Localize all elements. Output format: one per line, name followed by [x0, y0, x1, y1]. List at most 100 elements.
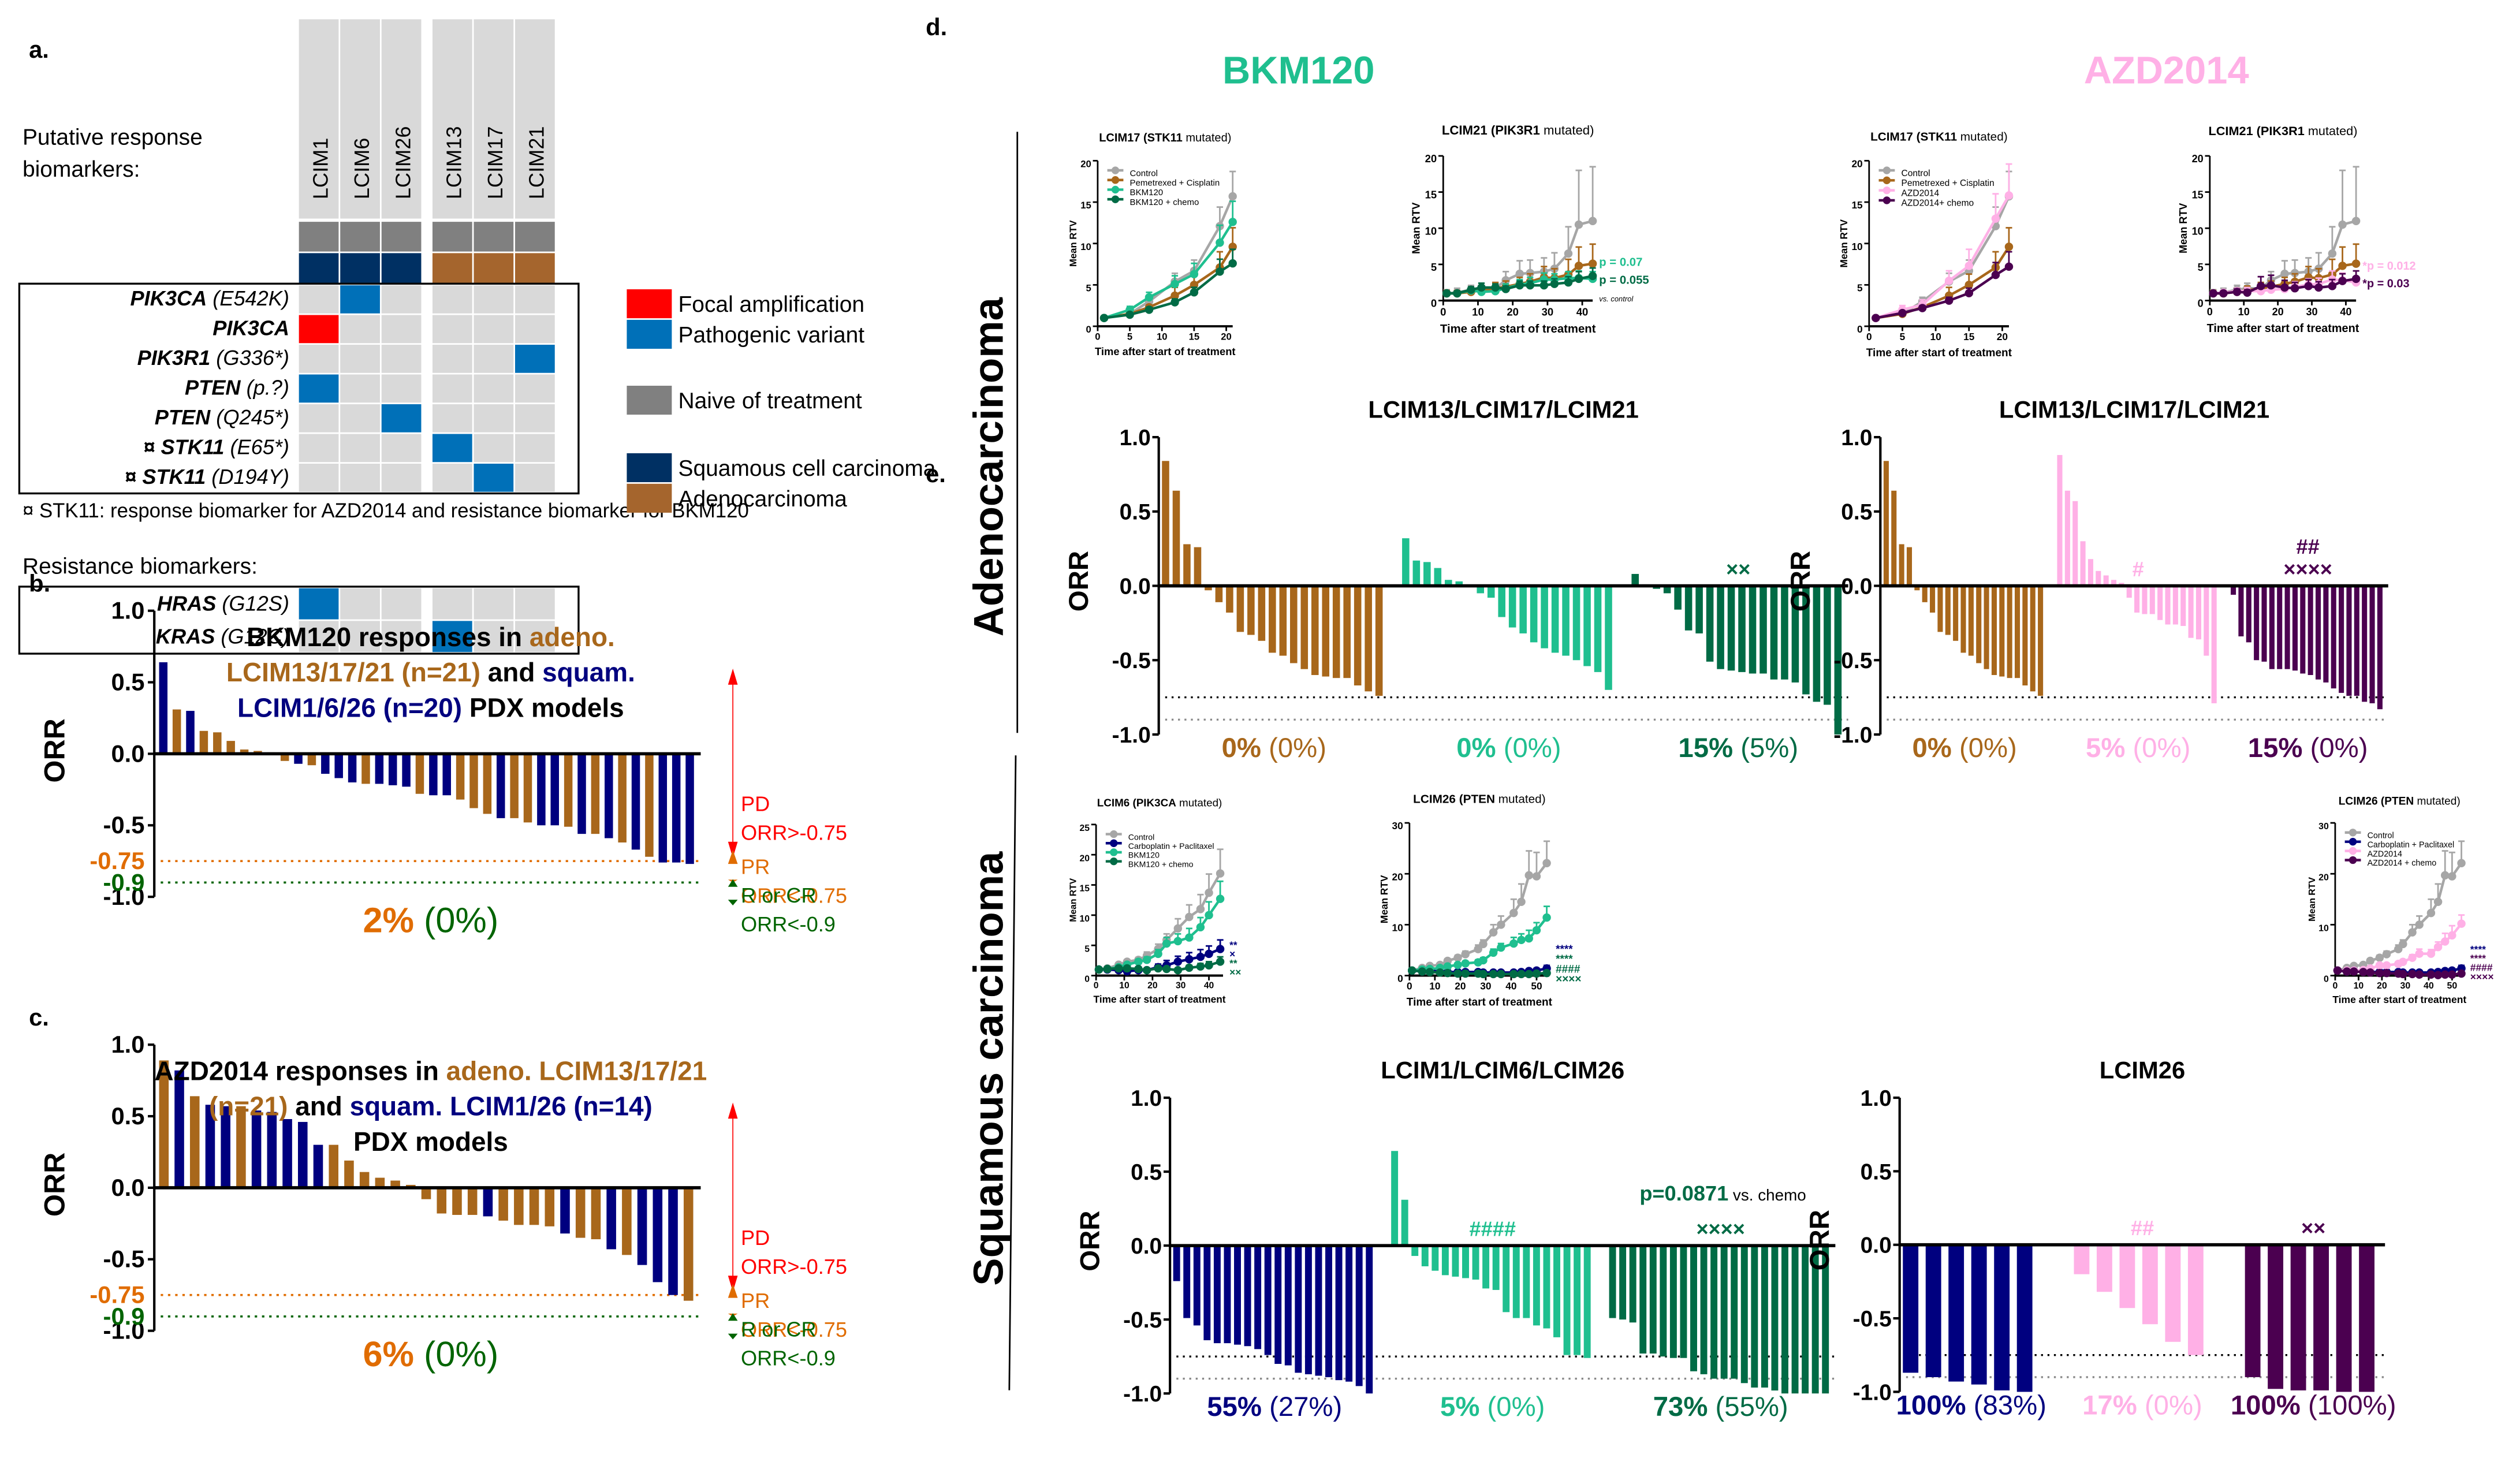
title-bold: LCIM21 (PIK3R1 [2209, 124, 2305, 138]
title-rest: mutated) [1495, 792, 1546, 806]
data-point [2415, 970, 2424, 979]
legend-label: Control [1901, 169, 1930, 178]
bar [1619, 1246, 1627, 1320]
data-point [1190, 270, 1199, 278]
bar [2211, 586, 2217, 703]
y-axis-label: ORR [1064, 551, 1094, 612]
x-tick-label: 15 [1963, 331, 1975, 342]
x-tick-label: 10 [1157, 331, 1168, 342]
x-tick-label: 0 [1866, 331, 1872, 342]
x-tick-label: 40 [2424, 981, 2434, 991]
significance-annotation: p = 0.055 [1599, 274, 1649, 286]
legend-marker [1882, 176, 1891, 185]
legend-label: BKM120 [1128, 851, 1160, 860]
data-point [1154, 964, 1162, 973]
y-axis-label: ORR [1785, 551, 1816, 612]
y-tick-label: -1.0 [103, 1317, 145, 1344]
title-rest: mutated) [1957, 131, 2008, 144]
pd-rule: ORR>-0.75 [741, 821, 847, 845]
bar [2354, 586, 2359, 696]
bar [2269, 586, 2275, 669]
data-point [2338, 220, 2347, 229]
cr-rule: ORR<-0.9 [741, 912, 836, 936]
bar [359, 1172, 370, 1188]
biomarker-cell [299, 464, 339, 492]
bar [2300, 586, 2306, 674]
title-bold: LCIM17 (STK11 [1099, 132, 1183, 144]
legend-label: Control [2368, 832, 2394, 841]
x-tick-label: 50 [1531, 980, 1542, 992]
data-point [2399, 939, 2407, 949]
x-axis-label: Time after start of treatment [2207, 322, 2359, 335]
legend-label: BKM120 + chemo [1130, 197, 1199, 207]
bar [1482, 1246, 1490, 1289]
bar [1906, 547, 1913, 586]
x-tick-label: 0 [2333, 981, 2338, 991]
pr-label: PR [741, 855, 770, 878]
legend-label: AZD2014 + chemo [2368, 859, 2437, 868]
significance-annotation: *p = 0.012 [2362, 260, 2415, 273]
bar [1930, 586, 1936, 613]
data-point [1170, 298, 1179, 307]
arrow-head-up-icon [728, 668, 738, 685]
bar [606, 1187, 616, 1250]
bar [2072, 501, 2078, 586]
title-bold: LCIM21 (PIK3R1 [1442, 123, 1540, 137]
bar [1976, 586, 1982, 663]
bar [1663, 586, 1671, 594]
data-point [1228, 192, 1237, 201]
bar [2369, 586, 2375, 703]
bar [1922, 586, 1928, 602]
data-point [1524, 871, 1533, 880]
chart-title: LCIM26 [2100, 1057, 2185, 1084]
bar [2038, 586, 2044, 696]
response-rate-cr: (0%) [2137, 1390, 2202, 1420]
naive-cell [515, 222, 555, 252]
x-tick-label: 10 [2238, 306, 2250, 318]
biomarker-cell [340, 285, 380, 314]
data-point [2408, 970, 2417, 979]
data-point [1185, 912, 1194, 922]
data-point [1205, 949, 1213, 959]
bar [159, 662, 168, 754]
biomarker-cell [340, 315, 380, 344]
y-tick-label: -1.0 [1123, 1382, 1162, 1407]
bar [1609, 1246, 1616, 1318]
biomarker-cell [299, 315, 339, 344]
bar [2142, 586, 2148, 614]
significance-annotation: #### [1556, 963, 1580, 975]
significance-annotation: ×× [1229, 967, 1241, 978]
legend-marker [1882, 166, 1891, 174]
bar [560, 1187, 570, 1234]
biomarker-cell [474, 374, 514, 403]
response-rate-cr: (0%) [414, 900, 498, 939]
bar [1411, 1246, 1419, 1257]
data-point [1461, 969, 1470, 978]
response-rate-cr: (0%) [1479, 1392, 1545, 1422]
y-tick-label: 10 [1080, 914, 1090, 924]
bar [1991, 586, 1997, 676]
response-rate: 2% (0%) [363, 900, 499, 939]
data-point [1489, 948, 1498, 957]
variant: (p.?) [241, 375, 289, 399]
response-rate-value: 100% [1896, 1390, 1966, 1420]
data-point [1170, 291, 1179, 300]
title-part: adeno. LCIM13/17/21 [446, 1056, 707, 1086]
bar [1605, 586, 1612, 690]
bar [2016, 1244, 2033, 1392]
response-rate-value: 73% [1653, 1392, 1708, 1422]
bar [1572, 586, 1580, 661]
bar [1937, 586, 1943, 632]
data-point [2328, 282, 2337, 290]
arrow-head-down-icon [728, 841, 738, 858]
chart-title: LCIM26 (PTEN mutated) [1413, 792, 1545, 806]
y-tick-label: -1.0 [1853, 1380, 1892, 1405]
data-point [2351, 274, 2361, 284]
y-tick-label: 20 [1080, 853, 1090, 863]
legend-marker [1110, 857, 1118, 866]
bar [2119, 1244, 2135, 1308]
data-point [1145, 305, 1154, 314]
x-axis-label: Time after start of treatment [1440, 323, 1596, 335]
x-tick-label: 20 [1997, 331, 2008, 342]
bar [1264, 1246, 1272, 1355]
